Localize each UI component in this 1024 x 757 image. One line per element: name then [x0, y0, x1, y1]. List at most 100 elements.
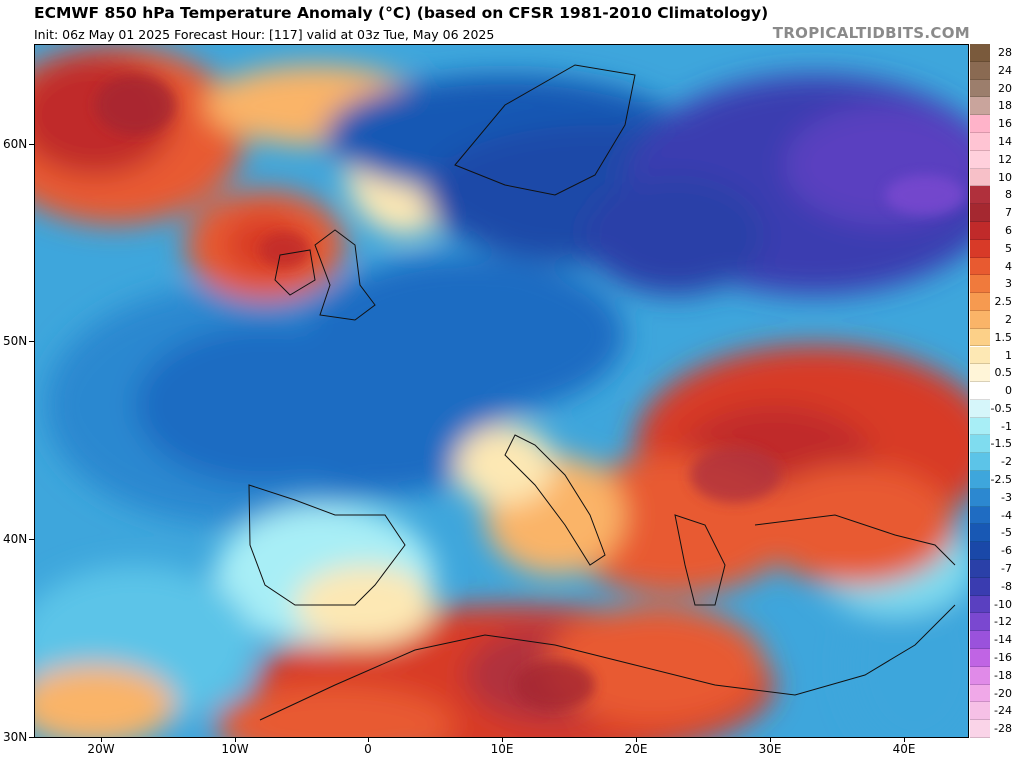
colorbar-level: 28	[970, 44, 1024, 62]
colorbar-level: 2.5	[970, 293, 1024, 311]
colorbar-swatch	[970, 649, 990, 667]
colorbar-label: -18	[994, 668, 1012, 682]
colorbar-level: 12	[970, 150, 1024, 169]
colorbar-level: 16	[970, 115, 1024, 133]
lon-label-30e: 30E	[758, 742, 782, 756]
colorbar-swatch	[970, 684, 990, 703]
lon-label-0: 0	[364, 742, 372, 756]
colorbar-swatch	[970, 150, 990, 169]
colorbar-label: 1.5	[994, 330, 1013, 344]
lon-label-40e: 40E	[892, 742, 916, 756]
colorbar-legend: 28 24 20 18 16 14 12 10 8 7 6 5 4 3 2.5 2 1.5 1 0.5 0 -0.5 -1…	[970, 44, 1024, 738]
anomaly-map-canvas	[35, 45, 968, 737]
colorbar-level: 1.5	[970, 328, 1024, 347]
colorbar-swatch	[970, 221, 990, 240]
colorbar-label: 3	[1005, 277, 1012, 291]
colorbar-label: -1	[1001, 419, 1012, 433]
lon-tick	[502, 738, 503, 742]
colorbar-label: -12	[994, 615, 1012, 629]
colorbar-level: -18	[970, 666, 1024, 685]
colorbar-level: -10	[970, 595, 1024, 614]
colorbar-level: -8	[970, 577, 1024, 596]
colorbar-label: 28	[998, 46, 1012, 59]
lon-label-20e: 20E	[624, 742, 648, 756]
colorbar-swatch	[970, 435, 990, 454]
colorbar-label: 14	[998, 134, 1012, 148]
colorbar-swatch	[970, 257, 990, 276]
colorbar-swatch	[970, 79, 990, 98]
colorbar-level: 14	[970, 132, 1024, 151]
colorbar-label: -1.5	[990, 437, 1012, 451]
colorbar-swatch	[970, 204, 990, 222]
colorbar-level: -6	[970, 542, 1024, 561]
colorbar-label: 5	[1005, 241, 1012, 255]
colorbar-label: -4	[1001, 508, 1012, 522]
colorbar-level: 3	[970, 275, 1024, 294]
lon-label-10w: 10W	[221, 742, 249, 756]
colorbar-label: -8	[1001, 579, 1012, 593]
colorbar-swatch	[970, 61, 990, 80]
colorbar-level: 10	[970, 168, 1024, 187]
colorbar-label: 0	[1005, 384, 1012, 398]
colorbar-level: -1.5	[970, 435, 1024, 454]
colorbar-swatch	[970, 132, 990, 151]
lat-label-40n: 40N	[3, 532, 28, 546]
colorbar-label: -14	[994, 633, 1012, 647]
colorbar-level: 18	[970, 97, 1024, 116]
colorbar-swatch	[970, 613, 990, 632]
colorbar-label: -6	[1001, 544, 1012, 558]
colorbar-label: -0.5	[990, 401, 1012, 415]
colorbar-label: -2.5	[990, 473, 1012, 487]
colorbar-level: 1	[970, 346, 1024, 365]
colorbar-swatch	[970, 702, 990, 721]
lat-tick	[29, 341, 34, 342]
anomaly-map	[34, 44, 969, 738]
lon-tick	[904, 738, 905, 742]
colorbar-swatch	[970, 364, 990, 383]
colorbar-level: -2	[970, 453, 1024, 472]
lon-label-10e: 10E	[490, 742, 514, 756]
lon-label-20w: 20W	[87, 742, 115, 756]
colorbar-swatch	[970, 417, 990, 436]
colorbar-swatch	[970, 471, 990, 489]
colorbar-level: -16	[970, 649, 1024, 667]
colorbar-level: 4	[970, 257, 1024, 276]
colorbar-label: 18	[998, 99, 1012, 113]
colorbar-label: 7	[1005, 206, 1012, 220]
colorbar-swatch	[970, 382, 990, 400]
colorbar-swatch	[970, 168, 990, 187]
colorbar-swatch	[970, 186, 990, 205]
colorbar-label: 16	[998, 117, 1012, 131]
colorbar-label: -20	[994, 686, 1012, 700]
colorbar-level: -1	[970, 417, 1024, 436]
colorbar-label: -2	[1001, 455, 1012, 469]
colorbar-label: -16	[994, 651, 1012, 665]
colorbar-swatch	[970, 97, 990, 116]
colorbar-label: 0.5	[994, 366, 1013, 380]
colorbar-swatch	[970, 577, 990, 596]
colorbar-label: -28	[994, 722, 1012, 736]
chart-title: ECMWF 850 hPa Temperature Anomaly (°C) (…	[34, 4, 769, 22]
colorbar-level: 6	[970, 221, 1024, 240]
colorbar-level: -5	[970, 524, 1024, 543]
colorbar-level: -12	[970, 613, 1024, 632]
colorbar-level: -4	[970, 506, 1024, 525]
colorbar-label: 8	[1005, 188, 1012, 202]
colorbar-level: -24	[970, 702, 1024, 721]
colorbar-swatch	[970, 666, 990, 685]
colorbar-level: -7	[970, 560, 1024, 578]
colorbar-swatch	[970, 346, 990, 365]
colorbar-label: 12	[998, 152, 1012, 166]
colorbar-label: -3	[1001, 490, 1012, 504]
colorbar-level: 7	[970, 204, 1024, 222]
colorbar-level: 5	[970, 239, 1024, 258]
lon-tick	[368, 738, 369, 742]
colorbar-label: 24	[998, 63, 1012, 77]
lat-tick	[29, 144, 34, 145]
lat-tick	[29, 737, 34, 738]
colorbar-swatch	[970, 399, 990, 418]
colorbar-label: 20	[998, 81, 1012, 95]
colorbar-level: -2.5	[970, 471, 1024, 489]
colorbar-label: -7	[1001, 562, 1012, 576]
colorbar-swatch	[970, 453, 990, 472]
